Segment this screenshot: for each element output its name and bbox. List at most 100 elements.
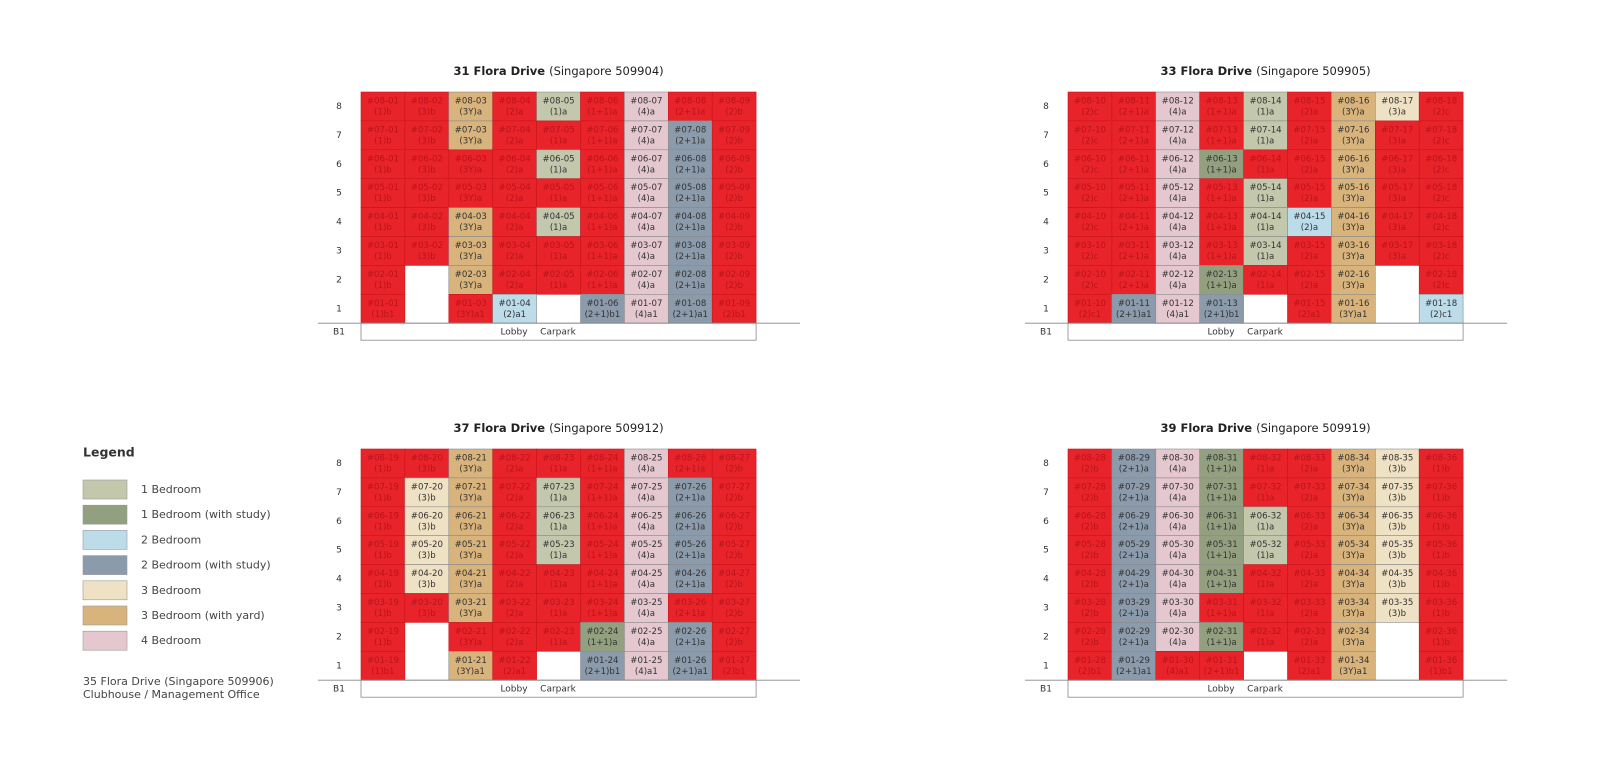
unit-type: (2)a (1301, 638, 1318, 648)
basement-outline (360, 322, 757, 341)
unit-number: #04-22 (499, 569, 531, 579)
block-title: 33 Flora Drive (Singapore 509905) (1160, 64, 1370, 78)
unit-type: (3)a (1389, 108, 1406, 118)
unit-number: #04-13 (1206, 212, 1238, 222)
unit-number: #03-30 (1162, 598, 1194, 608)
unit-cell (711, 477, 757, 508)
unit-number: #01-27 (718, 656, 750, 666)
unit-type: (1+1)a (1207, 493, 1237, 503)
unit-cell (711, 236, 757, 266)
unit-number: #06-11 (1118, 154, 1150, 164)
unit-type: (1+1)a (1207, 522, 1237, 532)
unit-number: #05-05 (542, 183, 574, 193)
unit-number: #05-33 (1293, 540, 1325, 550)
unit-number: #03-16 (1337, 241, 1369, 251)
unit-cell (1331, 506, 1376, 536)
unit-number: #07-22 (499, 482, 531, 492)
unit-cell (404, 593, 450, 623)
unit-type: (1)a (1257, 638, 1274, 648)
unit-cell (580, 477, 625, 508)
unit-number: #06-19 (367, 511, 399, 521)
unit-cell (1418, 149, 1464, 180)
unit-type: (4)a (1169, 223, 1186, 233)
unit-type: (1+1)a (587, 165, 617, 175)
unit-cell (711, 178, 757, 208)
unit-type: (1)a (1257, 609, 1274, 619)
unit-number: #01-36 (1425, 656, 1457, 666)
unit-type: (4)a (1169, 165, 1186, 175)
floor-label: 7 (1043, 131, 1049, 141)
unit-cell (360, 593, 406, 623)
unit-number: #07-09 (718, 125, 750, 135)
unit-type: (2)a (506, 252, 523, 262)
unit-type: (1+1)a (1207, 609, 1237, 619)
unit-type: (2+1)a (1119, 108, 1149, 118)
unit-type: (2+1)a (675, 638, 705, 648)
unit-type: (4)a (1169, 281, 1186, 291)
unit-cell (1331, 650, 1376, 681)
unit-type: (1+1)a (1207, 252, 1237, 262)
unit-type: (2)c (1433, 223, 1450, 233)
unit-cell (1243, 265, 1288, 295)
legend-swatch (82, 605, 128, 626)
unit-number: #04-04 (499, 212, 531, 222)
unit-cell (448, 506, 493, 536)
unit-cell (580, 593, 625, 623)
unit-number: #01-13 (1206, 299, 1238, 309)
unit-number: #01-21 (455, 656, 487, 666)
unit-number: #02-12 (1162, 270, 1194, 280)
unit-type: (1+1)a (587, 638, 617, 648)
unit-type: (2)b (725, 551, 743, 561)
unit-type: (3)b (1388, 551, 1406, 561)
unit-type: (1)a (550, 194, 567, 204)
unit-number: #03-12 (1162, 241, 1194, 251)
unit-number: #04-31 (1206, 569, 1238, 579)
unit-number: #02-22 (499, 627, 531, 637)
unit-number: #05-25 (630, 540, 662, 550)
unit-number: #05-03 (455, 183, 487, 193)
unit-number: #03-06 (586, 241, 618, 251)
unit-cell (536, 236, 581, 266)
unit-cell (448, 149, 493, 180)
floor-label: 8 (336, 102, 342, 112)
unit-type: (1)a (1257, 108, 1274, 118)
unit-cell (1111, 535, 1157, 565)
unit-number: #03-03 (455, 241, 487, 251)
unit-number: #08-18 (1425, 97, 1457, 107)
floor-label: 5 (1043, 546, 1049, 556)
unit-cell (1155, 265, 1201, 295)
unit-type: (3Y)a (1342, 223, 1365, 233)
unit-type: (1)b (374, 580, 392, 590)
unit-cell (580, 207, 625, 237)
unit-cell (1331, 293, 1376, 324)
unit-cell (1155, 564, 1201, 594)
unit-type: (2)c (1081, 136, 1098, 146)
unit-type: (2)a (506, 223, 523, 233)
unit-cell (536, 120, 581, 151)
unit-number: #06-21 (455, 511, 487, 521)
unit-number: #08-04 (499, 97, 531, 107)
unit-cell (667, 236, 713, 266)
unit-type: (2)a (1301, 108, 1318, 118)
unit-number: #07-07 (630, 125, 662, 135)
unit-type: (1)b (374, 281, 392, 291)
floor-label: 7 (336, 131, 342, 141)
unit-type: (2)b (725, 609, 743, 619)
unit-number: #08-16 (1337, 97, 1369, 107)
carpark-label: Carpark (1247, 328, 1283, 338)
unit-number: #05-34 (1337, 540, 1369, 550)
unit-type: (1+1)a (587, 108, 617, 118)
unit-cell (580, 650, 625, 681)
unit-number: #04-16 (1337, 212, 1369, 222)
unit-type: (3Y)a1 (1339, 667, 1367, 677)
unit-number: #07-30 (1162, 482, 1194, 492)
unit-number: #04-10 (1074, 212, 1106, 222)
unit-type: (4)a1 (1166, 310, 1189, 320)
unit-number: #04-24 (586, 569, 618, 579)
basement-outline (360, 679, 757, 698)
unit-cell (1199, 149, 1244, 180)
floor-label: 6 (1043, 517, 1049, 527)
unit-cell (580, 265, 625, 295)
unit-type: (4)a1 (1166, 667, 1189, 677)
unit-number: #06-23 (542, 511, 574, 521)
